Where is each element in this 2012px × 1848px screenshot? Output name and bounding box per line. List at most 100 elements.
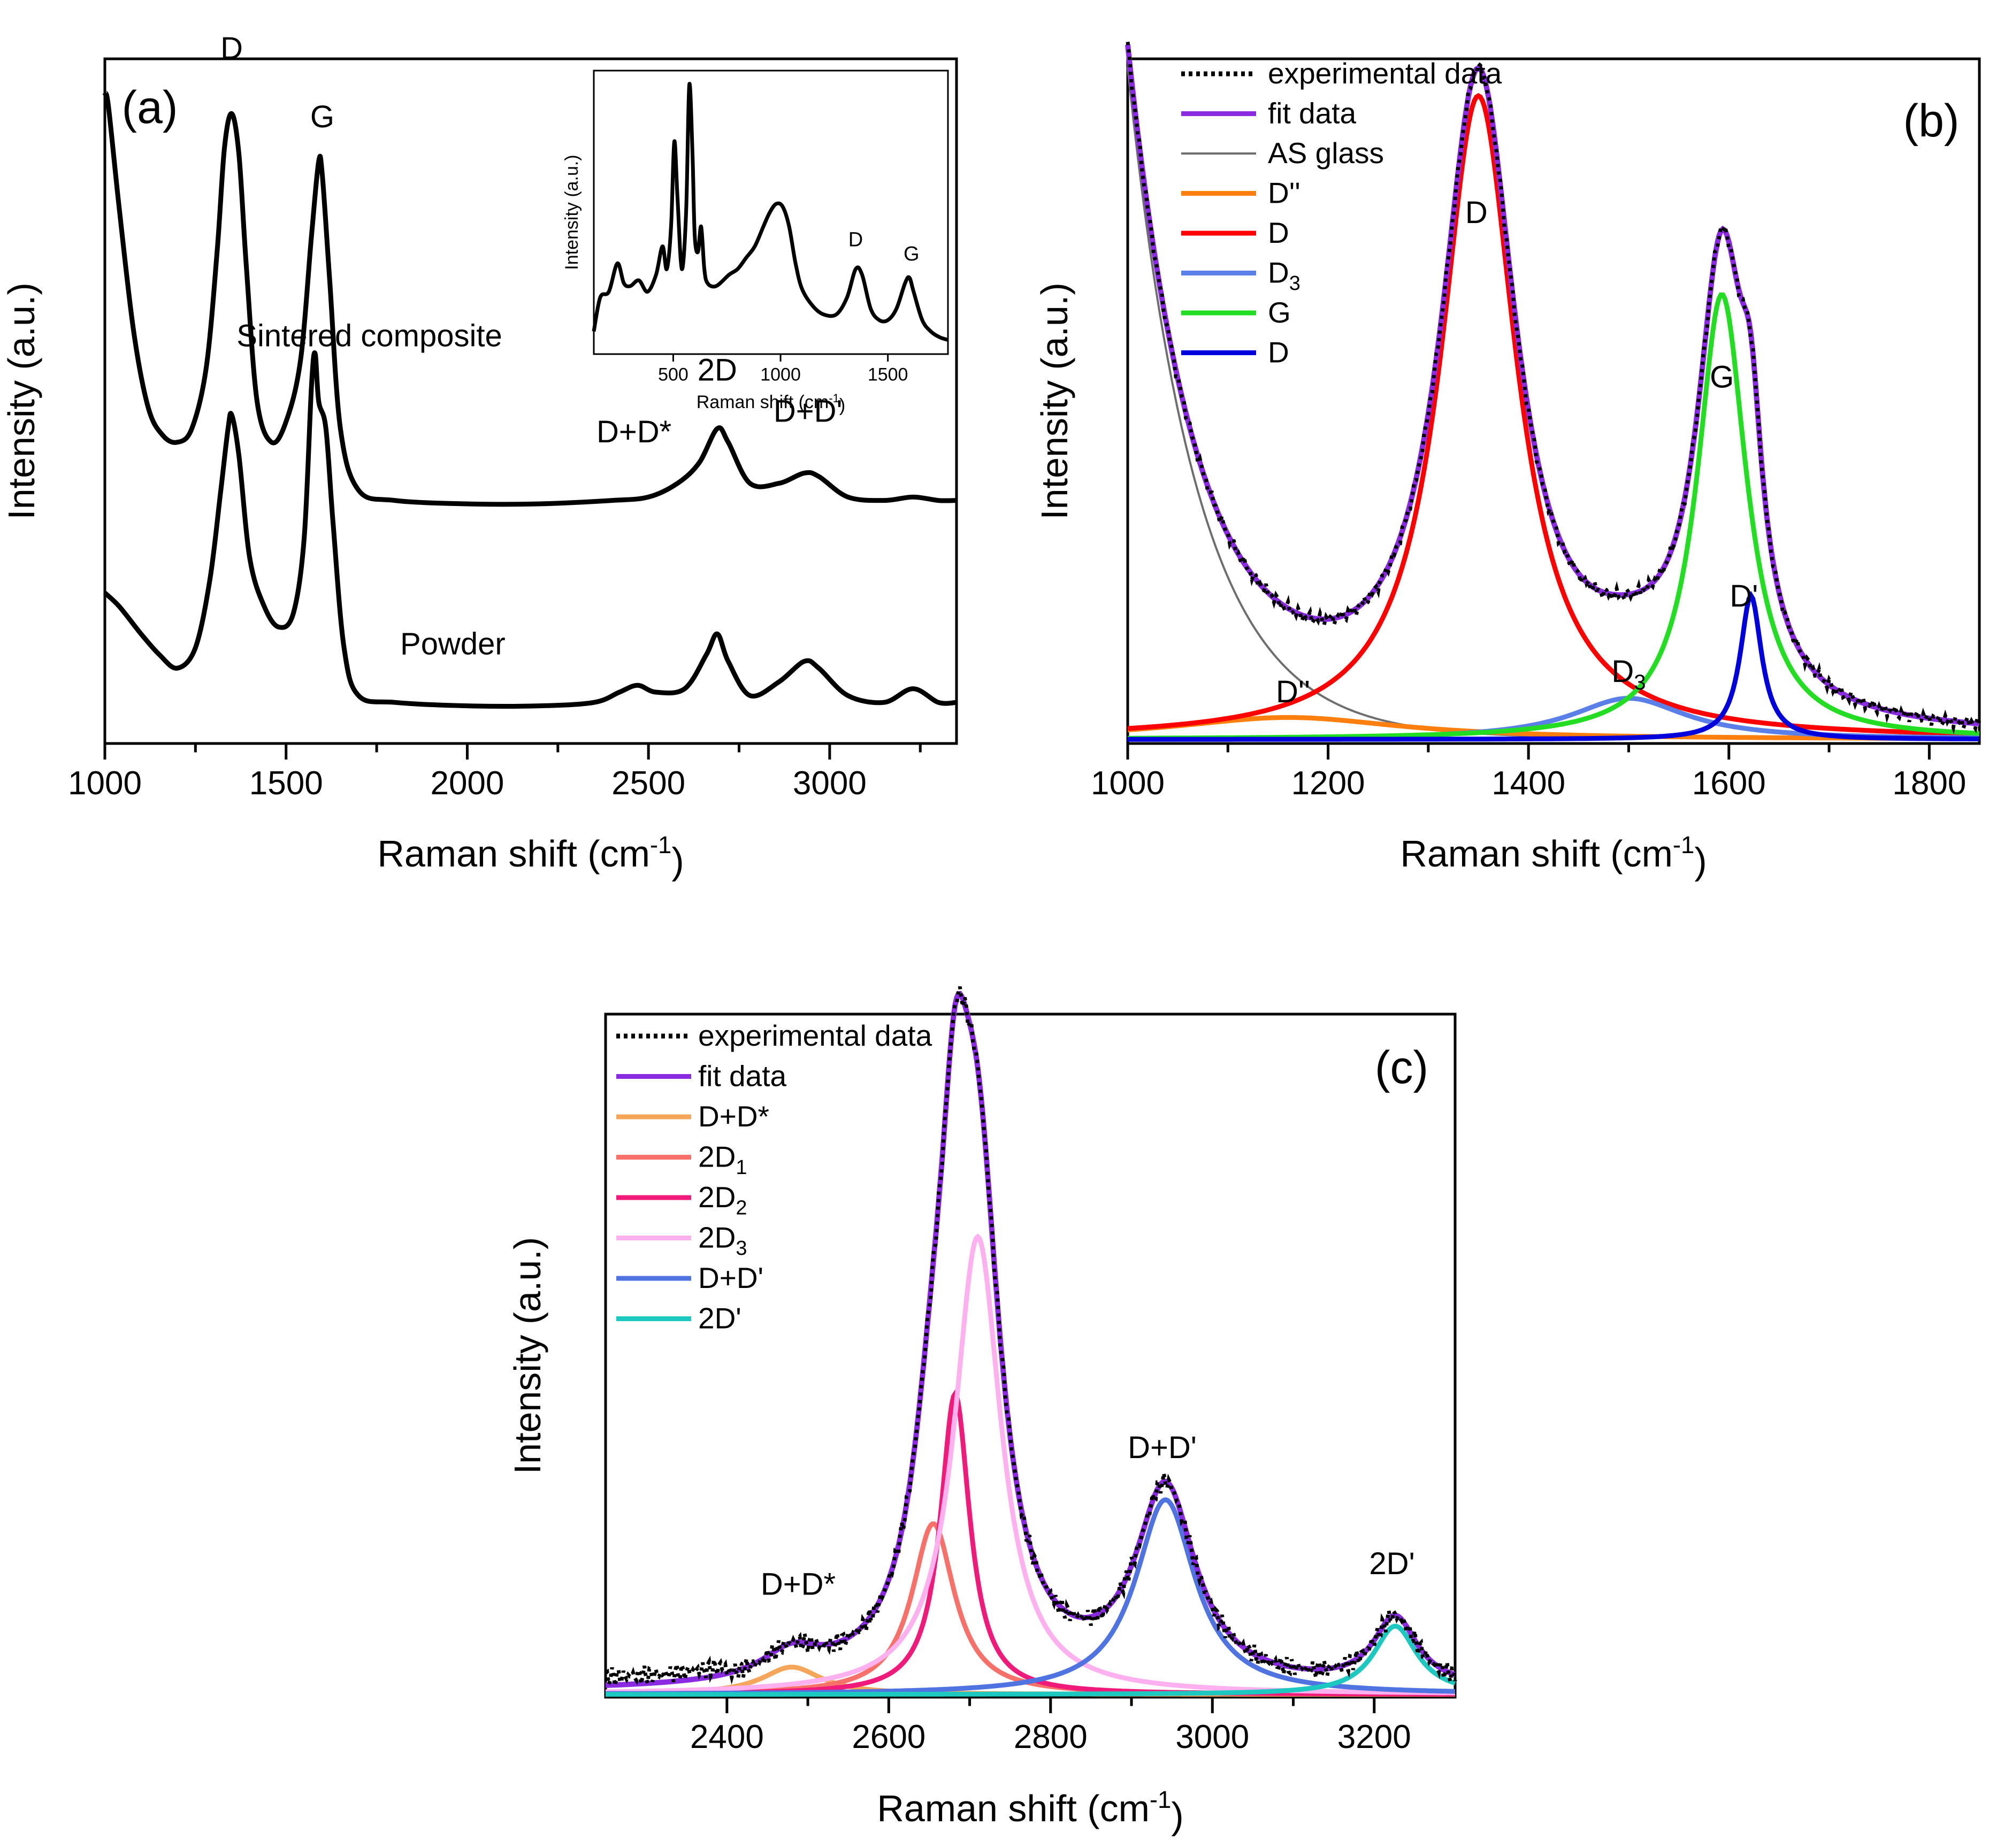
d-peak-line [1127, 93, 1980, 737]
x-tick-label: 2600 [852, 1719, 925, 1755]
legend-label-main: experimental data [1268, 57, 1502, 90]
plot-frame [1126, 57, 1981, 745]
legend-label-main: fit data [1268, 97, 1357, 130]
annotation-label: D+D* [596, 415, 671, 449]
inset-annotation-label: G [904, 243, 920, 265]
x-axis-title-text: Raman shift (cm [877, 1788, 1150, 1829]
x-tick-label: 2500 [611, 765, 685, 802]
legend-label-sub: 2 [736, 1197, 747, 1219]
d-prime-peak-line [1128, 591, 1979, 742]
inset-y-axis-title: Intensity (a.u.) [562, 155, 582, 270]
annotation-label: D+D' [774, 394, 843, 428]
experimental-data-line [1126, 41, 1982, 735]
annotation-label: G [310, 99, 334, 134]
legend-label: 2D3 [698, 1221, 747, 1260]
annotation-label: 2D [698, 353, 737, 388]
x-axis-title-sup: -1 [1150, 1786, 1171, 1813]
legend-label-main: D+D* [698, 1100, 769, 1133]
x-tick-label: 1500 [249, 765, 323, 802]
inset-x-axis-title-end: ) [839, 395, 845, 416]
x-axis-title: Raman shift (cm-1) [877, 1786, 1183, 1837]
legend-label: D [1268, 216, 1289, 249]
experimental-data-line [604, 986, 1457, 1688]
legend-label: 2D1 [698, 1140, 747, 1179]
legend-label-main: G [1268, 296, 1291, 329]
annotation-label-main: D [1465, 195, 1488, 230]
legend-label-main: D [1268, 336, 1289, 369]
annotation-label: Powder [400, 627, 506, 662]
legend-label-main: 2D' [698, 1302, 741, 1335]
legend-label-sub: 1 [736, 1156, 747, 1179]
x-axis-title-text: Raman shift (cm [377, 833, 650, 875]
annotation-label-main: D' [1730, 579, 1758, 614]
legend-label: fit data [1268, 97, 1357, 130]
inset-x-axis-title-text: Raman shift (cm [697, 392, 829, 412]
panel-label: (c) [1375, 1042, 1428, 1093]
x-axis-title-end: ) [671, 840, 684, 881]
x-tick-label: 500 [658, 365, 688, 385]
series-line-sintered [102, 90, 957, 507]
inset-x-axis-title: Raman shift (cm-1) [697, 392, 845, 416]
plot-frame [103, 57, 958, 745]
x-tick-label: 2000 [430, 765, 504, 802]
series-line-powder [103, 350, 957, 709]
legend-label-sub: 3 [1289, 272, 1300, 295]
x-tick-label: 1000 [760, 365, 801, 385]
annotation-label: D3 [1611, 654, 1646, 694]
legend-label-main: 2D [698, 1180, 736, 1214]
panel-a-inset: 500 1000 1500 Intensity (a.u.) Raman shift (… [562, 70, 949, 416]
legend-label: AS glass [1268, 136, 1384, 170]
legend-label-main: fit data [698, 1060, 787, 1093]
plot-frame [593, 70, 949, 355]
x-tick-label: 3000 [793, 765, 867, 802]
panel-a: 1000 1500 2000 2500 3000 Intensity (a.u.) Rama… [1, 31, 958, 882]
legend-label-main: experimental data [698, 1019, 932, 1052]
panel-b: 1000 1200 1400 1600 1800 Intensity (a.u.) Rama… [1034, 41, 1982, 882]
legend-label-main: 2D [698, 1221, 736, 1254]
panel-label: (b) [1903, 95, 1959, 147]
inset-x-axis-title-sup: -1 [829, 392, 839, 405]
annotation-label-main: D'' [1276, 674, 1310, 709]
annotation-label: D [220, 31, 243, 66]
annotation-label-main: G [1710, 359, 1734, 394]
legend-label: D+D' [698, 1261, 763, 1294]
x-tick-label: 2400 [690, 1719, 764, 1755]
x-axis-title: Raman shift (cm-1) [377, 831, 684, 882]
x-tick-label: 1400 [1491, 765, 1565, 802]
panel-c: 2400 2600 2800 3000 3200 Intensity (a.u.) Rama… [507, 986, 1457, 1837]
annotation-label: D'' [1276, 674, 1310, 709]
x-axis-title: Raman shift (cm-1) [1400, 831, 1707, 882]
x-tick-label: 1500 [868, 365, 908, 385]
2d-prime-peak-line [606, 1623, 1456, 1697]
annotation-label: D [1465, 195, 1488, 230]
y-axis-title: Intensity (a.u.) [507, 1237, 548, 1475]
x-axis-title-sup: -1 [1673, 831, 1694, 858]
panel-label: (a) [121, 82, 178, 133]
inset-series-line [592, 81, 949, 342]
x-tick-label: 3200 [1337, 1719, 1411, 1755]
legend-label: fit data [698, 1060, 787, 1093]
legend-label: 2D' [698, 1302, 741, 1335]
x-tick-label: 1200 [1291, 765, 1365, 802]
x-axis-title-sup: -1 [650, 831, 671, 858]
legend-label-main: D'' [1268, 177, 1300, 210]
x-axis-title-end: ) [1171, 1795, 1183, 1836]
inset-annotation-label: D [848, 229, 863, 251]
plot-frame [604, 1013, 1457, 1699]
annotation-label: Sintered composite [236, 319, 502, 354]
x-tick-label: 1800 [1892, 765, 1966, 802]
annotation-label-main: D [1611, 654, 1634, 689]
legend-label: D+D* [698, 1100, 769, 1133]
legend-label: 2D2 [698, 1180, 747, 1219]
legend-label: G [1268, 296, 1291, 329]
legend-label: D [1268, 336, 1289, 369]
x-tick-label: 1000 [68, 765, 142, 802]
annotation-label: 2D' [1369, 1546, 1414, 1581]
2d3-peak-line [605, 1233, 1455, 1696]
x-tick-label: 1000 [1091, 765, 1165, 802]
annotation-label-sub: 3 [1634, 671, 1646, 694]
legend-label-main: 2D [698, 1140, 736, 1174]
legend-label: D3 [1268, 256, 1300, 295]
